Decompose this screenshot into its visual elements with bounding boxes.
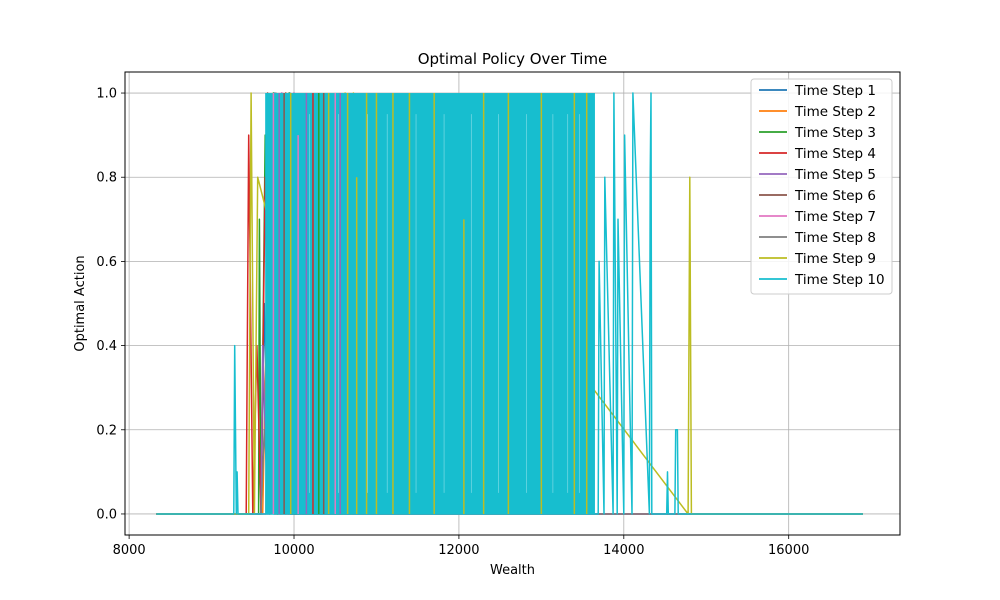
- y-tick-label: 0.2: [96, 423, 117, 438]
- legend-entry: Time Step 3: [794, 125, 876, 141]
- legend: Time Step 1 Time Step 2 Time Step 3 Time St…: [750, 78, 893, 295]
- legend-entry: Time Step 10: [794, 272, 885, 288]
- x-tick-label: 12000: [438, 543, 479, 558]
- legend-entry: Time Step 9: [794, 251, 876, 267]
- y-tick-label: 0.8: [96, 171, 117, 186]
- y-tick-label: 0.6: [96, 255, 117, 270]
- x-axis-label: Wealth: [490, 563, 535, 578]
- x-axis: 8000 10000 12000 14000 16000: [113, 535, 809, 558]
- y-tick-label: 0.4: [96, 339, 117, 354]
- chart-title: Optimal Policy Over Time: [418, 50, 608, 68]
- legend-entry: Time Step 1: [794, 83, 876, 99]
- x-tick-label: 8000: [113, 543, 146, 558]
- y-axis: 0.0 0.2 0.4 0.6 0.8 1.0: [96, 87, 125, 522]
- axes-frame: [124, 71, 901, 536]
- legend-entry: Time Step 6: [794, 188, 876, 204]
- y-axis-label: Optimal Action: [73, 255, 88, 351]
- y-tick-label: 1.0: [96, 87, 117, 102]
- dense-oscillation-band: [265, 93, 595, 514]
- series-line-10: [156, 92, 863, 515]
- legend-entry: Time Step 7: [794, 209, 876, 225]
- x-tick-label: 14000: [603, 543, 644, 558]
- legend-entry: Time Step 8: [794, 230, 876, 246]
- legend-entry: Time Step 4: [794, 146, 876, 162]
- plot-area: [156, 92, 863, 515]
- x-tick-label: 10000: [273, 543, 314, 558]
- series-line-3: [156, 92, 863, 515]
- legend-entry: Time Step 2: [794, 104, 876, 120]
- x-tick-label: 16000: [768, 543, 809, 558]
- legend-entry: Time Step 5: [794, 167, 876, 183]
- y-tick-label: 0.0: [96, 507, 117, 522]
